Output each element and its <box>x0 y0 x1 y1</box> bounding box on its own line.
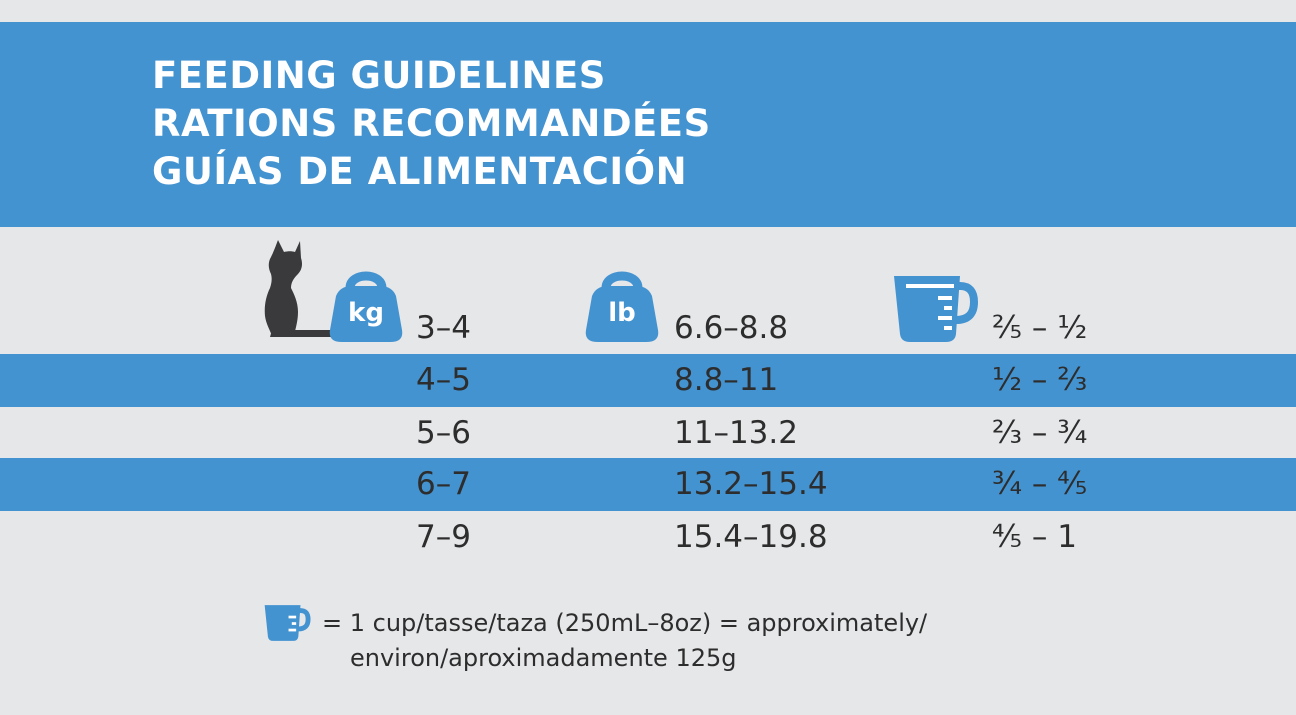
legend-line-2: environ/aproximadamente 125g <box>350 644 737 672</box>
lb-weight-icon: lb <box>584 262 660 344</box>
row-highlight-band <box>0 354 1296 407</box>
title-spanish: GUÍAS DE ALIMENTACIÓN <box>152 150 688 193</box>
kg-weight-icon: kg <box>328 262 404 344</box>
lb-range-cell: 13.2–15.4 <box>674 466 828 502</box>
cup-range-cell: ¾ – ⅘ <box>992 466 1088 502</box>
kg-range-cell: 6–7 <box>416 466 471 502</box>
cup-range-cell: ⅘ – 1 <box>992 519 1077 555</box>
header-banner: FEEDING GUIDELINES RATIONS RECOMMANDÉES … <box>0 22 1296 227</box>
row-highlight-band <box>0 458 1296 511</box>
measuring-cup-icon <box>894 274 980 344</box>
kg-range-cell: 7–9 <box>416 519 471 555</box>
lb-range-cell: 6.6–8.8 <box>674 310 789 346</box>
lb-range-cell: 15.4–19.8 <box>674 519 828 555</box>
kg-range-cell: 5–6 <box>416 415 471 451</box>
title-french: RATIONS RECOMMANDÉES <box>152 102 711 145</box>
cup-range-cell: ½ – ⅔ <box>992 362 1088 398</box>
cup-range-cell: ⅔ – ¾ <box>992 415 1088 451</box>
legend-line-1: = 1 cup/tasse/taza (250mL–8oz) = approxi… <box>322 609 928 637</box>
cat-silhouette-icon <box>258 238 338 338</box>
lb-range-cell: 11–13.2 <box>674 415 798 451</box>
kg-range-cell: 4–5 <box>416 362 471 398</box>
cup-range-cell: ⅖ – ½ <box>992 310 1088 346</box>
kg-range-cell: 3–4 <box>416 310 471 346</box>
lb-range-cell: 8.8–11 <box>674 362 779 398</box>
title-english: FEEDING GUIDELINES <box>152 54 606 97</box>
measuring-cup-icon <box>264 604 312 642</box>
kg-unit-label: kg <box>348 298 384 328</box>
lb-unit-label: lb <box>608 298 636 328</box>
